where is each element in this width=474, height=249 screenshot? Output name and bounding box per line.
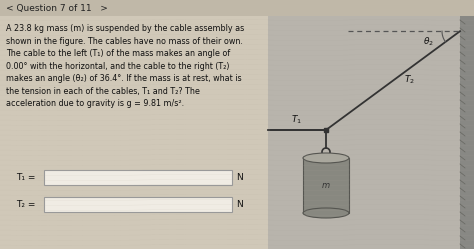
Text: A 23.8 kg mass (m) is suspended by the cable assembly as: A 23.8 kg mass (m) is suspended by the c… (6, 24, 244, 33)
Bar (0, 16, 268, 249)
Text: $T_1$: $T_1$ (291, 114, 301, 126)
Bar (303, 158, 349, 213)
Text: < Question 7 of 11   >: < Question 7 of 11 > (6, 3, 108, 12)
Text: $T_2$: $T_2$ (404, 73, 415, 86)
Bar (44, 170, 232, 185)
Text: 0.00° with the horizontal, and the cable to the right (T₂): 0.00° with the horizontal, and the cable… (6, 62, 229, 70)
Text: The cable to the left (T₁) of the mass makes an angle of: The cable to the left (T₁) of the mass m… (6, 49, 230, 58)
Text: $\theta_2$: $\theta_2$ (423, 36, 434, 49)
Text: m: m (322, 181, 330, 190)
Ellipse shape (303, 153, 349, 163)
Text: N: N (236, 200, 243, 209)
Text: N: N (236, 173, 243, 182)
Bar (268, 16, 474, 249)
Text: the tension in each of the cables, T₁ and T₂? The: the tension in each of the cables, T₁ an… (6, 86, 200, 96)
Text: shown in the figure. The cables have no mass of their own.: shown in the figure. The cables have no … (6, 37, 243, 46)
Text: T₁ =: T₁ = (16, 173, 36, 182)
Bar (44, 197, 232, 212)
Text: acceleration due to gravity is g = 9.81 m/s².: acceleration due to gravity is g = 9.81 … (6, 99, 184, 108)
Text: makes an angle (θ₂) of 36.4°. If the mass is at rest, what is: makes an angle (θ₂) of 36.4°. If the mas… (6, 74, 242, 83)
Bar (0, 0, 474, 16)
Ellipse shape (303, 208, 349, 218)
Bar (460, 16, 474, 249)
Text: T₂ =: T₂ = (16, 200, 36, 209)
